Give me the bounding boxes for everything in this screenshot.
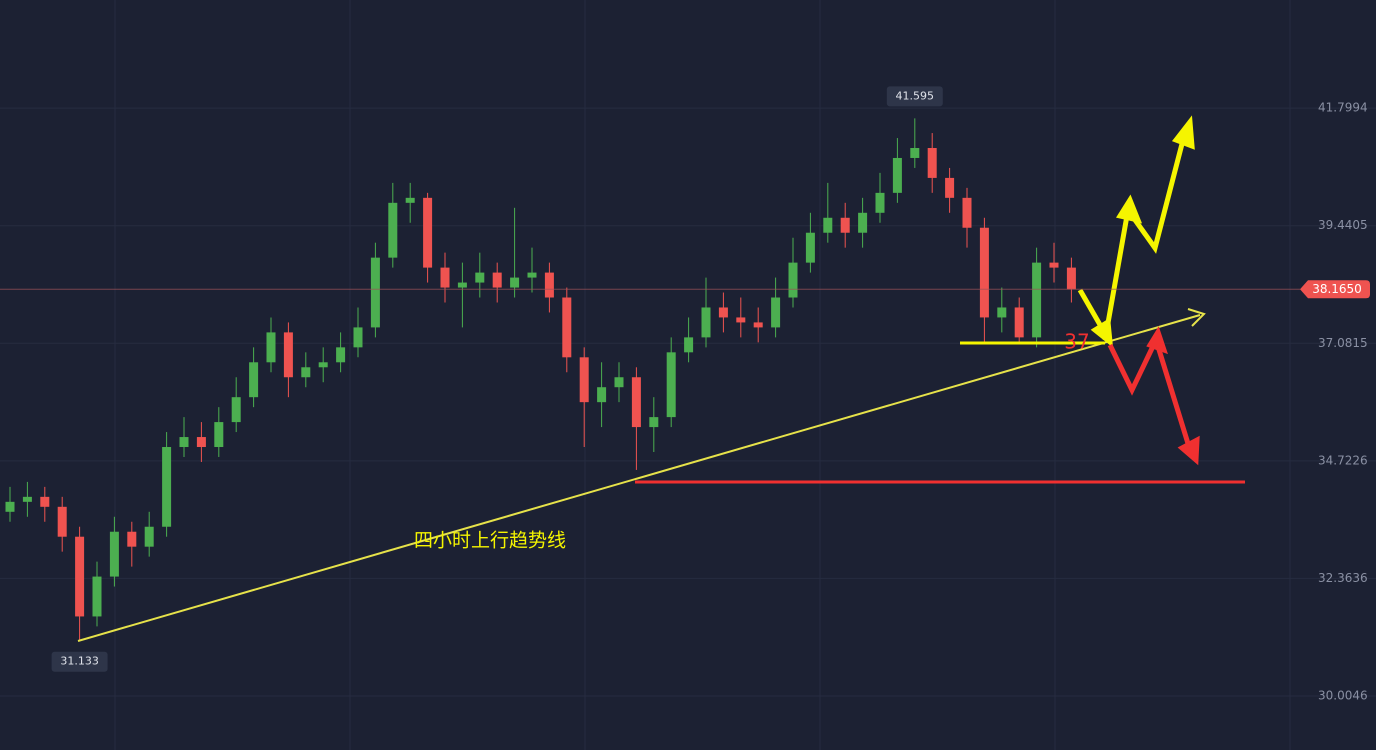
low-label: 31.133 <box>60 655 99 668</box>
candle-body <box>805 232 815 263</box>
candle-body <box>979 227 989 318</box>
candle-body <box>1014 307 1024 338</box>
candle-body <box>440 267 450 288</box>
candle-body <box>945 177 955 198</box>
yellow-arrows <box>1077 115 1195 348</box>
candles <box>5 118 1076 640</box>
candle-body <box>823 217 833 233</box>
candle-body <box>562 297 572 358</box>
candle-body <box>109 531 119 577</box>
candle-body <box>283 332 293 378</box>
last-price-tag <box>1300 280 1370 299</box>
y-tick-label: 34.7226 <box>1318 453 1368 467</box>
candle-body <box>910 148 920 158</box>
candle-body <box>92 576 102 617</box>
candle-body <box>614 377 624 388</box>
candle-body <box>718 307 728 318</box>
overlay: 38.1650 41.595 31.133 <box>0 86 1370 672</box>
candle-body <box>475 272 485 283</box>
candle-body <box>788 262 798 298</box>
candle-body <box>631 377 641 428</box>
candle-body <box>388 202 398 258</box>
high-tag <box>886 86 943 107</box>
y-tick-label: 39.4405 <box>1318 218 1368 232</box>
candle-body <box>701 307 711 338</box>
candle-body <box>875 192 885 213</box>
candle-body <box>527 272 537 278</box>
trend-line <box>77 314 1201 642</box>
y-tick-label: 41.7994 <box>1318 101 1368 115</box>
candle-body <box>231 397 241 423</box>
trend-arrow-head <box>1187 308 1206 327</box>
red-arrows <box>1107 326 1200 466</box>
candle-body <box>318 362 328 368</box>
high-label: 41.595 <box>896 89 935 102</box>
candle-body <box>179 437 189 448</box>
candle-body <box>353 327 363 348</box>
candle-body <box>196 437 206 448</box>
level-label: 37 <box>1064 330 1089 354</box>
candle-body <box>510 277 520 288</box>
candle-body <box>597 387 607 403</box>
candle-body <box>144 526 154 547</box>
candle-body <box>40 496 50 507</box>
candle-body <box>927 148 937 178</box>
candle-body <box>997 307 1007 318</box>
candle-body <box>1049 262 1059 268</box>
candle-body <box>457 282 467 288</box>
y-tick-label: 37.0815 <box>1318 336 1368 350</box>
candle-body <box>5 501 15 512</box>
candle-body <box>127 531 137 547</box>
candle-body <box>301 367 311 378</box>
candle-body <box>579 357 589 403</box>
candle-body <box>840 217 850 233</box>
candle-body <box>666 352 676 418</box>
candle-body <box>649 417 659 428</box>
candle-body <box>423 197 433 268</box>
candle-body <box>75 536 85 617</box>
grid: 41.7994 39.4405 37.0815 34.7226 32.3636 30.00… <box>0 101 1376 702</box>
candle-body <box>771 297 781 328</box>
candle-body <box>858 212 868 233</box>
candle-body <box>370 257 380 328</box>
candle-body <box>544 272 554 298</box>
candle-body <box>22 496 32 502</box>
y-tick-label: 32.3636 <box>1318 571 1368 585</box>
candle-body <box>249 362 259 398</box>
candle-body <box>753 322 763 328</box>
candle-body <box>492 272 502 288</box>
candle-body <box>1032 262 1042 338</box>
candle-body <box>892 157 902 193</box>
candle-body <box>266 332 276 363</box>
candle-body <box>162 447 172 527</box>
last-price-label: 38.1650 <box>1312 282 1362 296</box>
candle-body <box>57 506 67 537</box>
candle-body <box>336 347 346 363</box>
y-tick-label: 30.0046 <box>1318 688 1368 702</box>
low-tag <box>51 651 108 672</box>
candle-body <box>962 197 972 228</box>
candle-body <box>736 317 746 323</box>
candle-body <box>1066 267 1076 290</box>
candle-body <box>405 197 415 203</box>
candle-body <box>214 422 224 448</box>
trend-label: 四小时上行趋势线 <box>414 530 566 552</box>
candle-body <box>684 337 694 353</box>
